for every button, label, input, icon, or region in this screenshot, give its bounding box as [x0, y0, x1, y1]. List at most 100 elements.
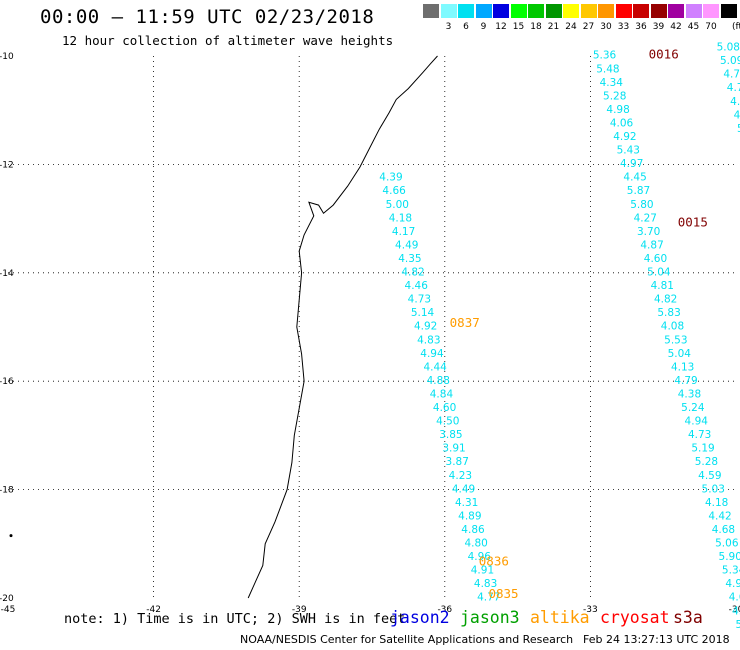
scale-swatch	[633, 4, 649, 18]
swh-value: 5.04	[737, 123, 740, 135]
scale-swatch	[650, 4, 667, 18]
swh-value: 5.80	[630, 199, 653, 211]
swh-value: 4.35	[398, 253, 421, 265]
swh-value: 4.87	[734, 109, 740, 121]
scale-label: 70	[705, 22, 717, 32]
swh-value: 4.73	[688, 429, 711, 441]
swh-value: 4.44	[423, 361, 447, 373]
lat-label: -20	[0, 594, 14, 604]
scale-swatch	[440, 4, 457, 18]
swh-value: 4.06	[610, 117, 634, 129]
swh-value: 4.13	[671, 361, 694, 373]
swh-value: 5.90	[719, 551, 740, 563]
satellite-jason3: jason3	[460, 608, 520, 627]
island-marker	[9, 534, 13, 538]
scale-label: 39	[652, 22, 665, 32]
lon-label: -33	[583, 605, 598, 615]
swh-value: 5.83	[657, 307, 680, 319]
scale-label: 24	[565, 22, 577, 32]
footer-note: note: 1) Time is in UTC; 2) SWH is in fe…	[64, 611, 406, 627]
scale-swatch	[528, 4, 544, 18]
swh-value: 4.38	[678, 388, 701, 400]
lat-label: -18	[0, 486, 14, 496]
footer-timestamp: Feb 24 13:27:13 UTC 2018	[583, 633, 730, 646]
swh-value: 5.19	[691, 443, 714, 455]
swh-value: 4.42	[708, 510, 731, 522]
swh-value: 4.73	[408, 294, 431, 306]
scale-label: 9	[480, 22, 487, 32]
swh-value: 4.89	[458, 510, 481, 522]
swh-value: 5.04	[647, 267, 671, 279]
scale-swatch	[475, 4, 492, 18]
swh-value: 4.31	[455, 497, 478, 509]
swh-value: 5.48	[596, 63, 619, 75]
swh-value: 4.46	[405, 280, 429, 292]
swh-value: 4.18	[389, 212, 412, 224]
swh-value: 4.81	[651, 280, 674, 292]
satellite-cryosat: cryosat	[600, 608, 670, 627]
map-subtitle: 12 hour collection of altimeter wave hei…	[62, 33, 394, 48]
scale-swatch	[703, 4, 719, 18]
footer-credit: NOAA/NESDIS Center for Satellite Applica…	[240, 633, 574, 646]
lon-label: -30	[729, 605, 740, 615]
scale-label: 15	[512, 22, 525, 32]
scale-label: 45	[687, 22, 700, 32]
scale-swatch	[580, 4, 597, 18]
swh-value: 3.70	[637, 226, 660, 238]
coastline	[247, 55, 438, 599]
swh-value: 4.17	[392, 226, 415, 238]
swh-value: 5.34	[722, 565, 740, 577]
scale-swatch	[598, 4, 614, 18]
scale-label: 6	[463, 22, 469, 32]
swh-value: 4.82	[401, 267, 424, 279]
lon-label: -36	[437, 605, 452, 615]
swh-value: 4.91	[471, 565, 494, 577]
swh-value: 4.18	[705, 497, 728, 509]
scale-label: 30	[600, 22, 612, 32]
swh-value: 4.60	[433, 402, 456, 414]
satellite-jason2: jason2	[390, 608, 450, 627]
scale-label: 36	[635, 22, 647, 32]
swh-value: 4.67	[729, 592, 740, 604]
swh-value: 5.08	[717, 42, 740, 54]
swh-value: 4.86	[461, 524, 485, 536]
swh-value: 5.00	[386, 199, 409, 211]
swh-value: 4.77	[727, 82, 740, 94]
pass-time-label: 0016	[649, 47, 679, 62]
swh-value: 4.84	[430, 388, 454, 400]
map-title: 00:00 – 11:59 UTC 02/23/2018	[40, 6, 375, 28]
scale-swatch	[668, 4, 684, 18]
swh-value: 4.94	[685, 416, 709, 428]
swh-value: 4.68	[712, 524, 735, 536]
scale-unit: (ft)	[732, 22, 740, 32]
swh-value: 4.49	[452, 483, 475, 495]
swh-value: 4.50	[436, 416, 459, 428]
scale-label: 21	[547, 22, 560, 32]
swh-value: 4.77	[723, 69, 740, 81]
swh-value: 4.94	[420, 348, 444, 360]
swh-value: 5.28	[603, 90, 626, 102]
swh-value: 5.36	[593, 50, 617, 62]
scale-label: 3	[445, 22, 452, 32]
scale-swatch	[563, 4, 579, 18]
scale-swatch	[720, 4, 737, 18]
swh-value: 5.03	[702, 483, 725, 495]
swh-value: 4.34	[600, 77, 624, 89]
swh-value: 5.28	[695, 456, 718, 468]
scale-swatch	[615, 4, 632, 18]
swh-value: 4.79	[674, 375, 697, 387]
swh-value: 4.83	[474, 578, 497, 590]
swh-value: 5.43	[617, 145, 640, 157]
swh-value: 3.85	[439, 429, 462, 441]
lon-label: -39	[292, 605, 307, 615]
swh-value: 4.95	[725, 578, 740, 590]
swh-value: 5.87	[627, 185, 650, 197]
swh-value: 4.92	[613, 131, 636, 143]
swh-value: 4.08	[661, 321, 684, 333]
scale-swatch	[545, 4, 562, 18]
swh-value: 5.45	[736, 619, 740, 631]
scale-label: 27	[582, 22, 595, 32]
swh-value: 4.80	[464, 538, 487, 550]
scale-label: 42	[670, 22, 682, 32]
